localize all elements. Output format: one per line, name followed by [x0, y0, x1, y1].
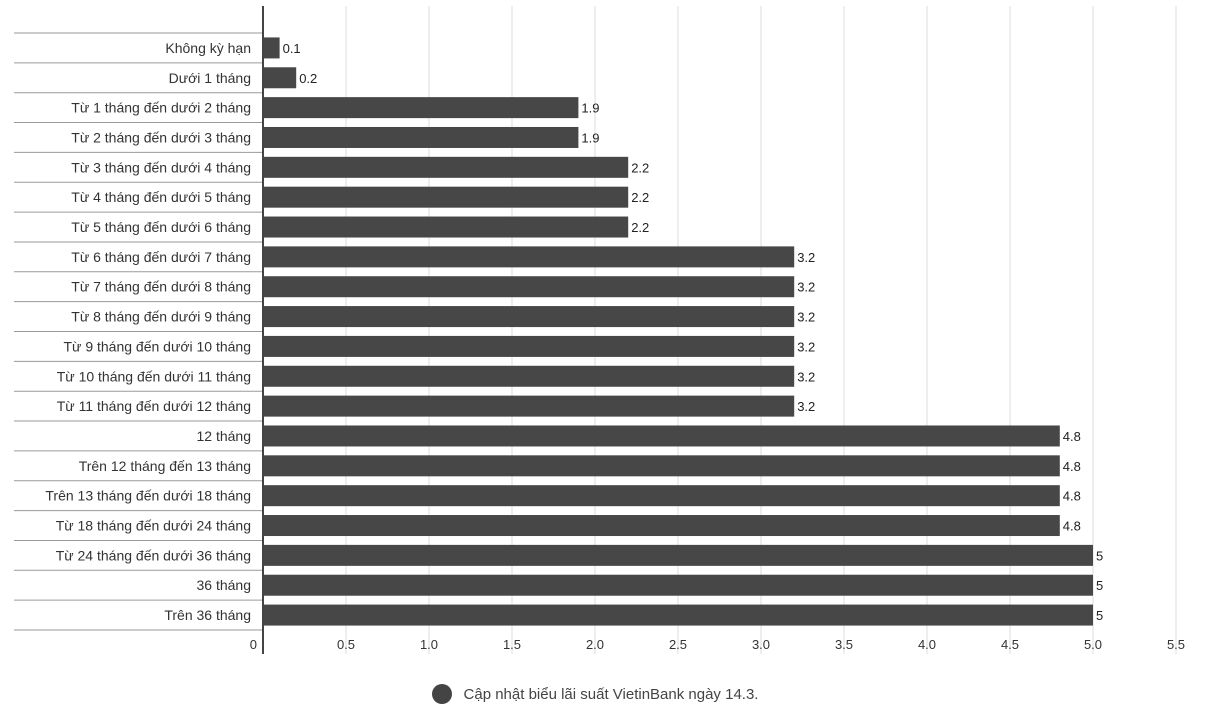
- category-label: Từ 8 tháng đến dưới 9 tháng: [71, 309, 251, 325]
- data-labels: 0.1 0.2 1.9 1.9 2.2 2.2 2.2 3.2 3.2 3.2 3.2 3.2 3.2 4…: [283, 41, 1104, 623]
- category-label: Từ 5 tháng đến dưới 6 tháng: [71, 219, 251, 235]
- legend-label: Cập nhật biểu lãi suất VietinBank ngày 1…: [463, 685, 759, 703]
- data-label: 2.2: [631, 190, 649, 205]
- data-label: 3.2: [797, 250, 815, 265]
- category-label: Từ 2 tháng đến dưới 3 tháng: [71, 129, 251, 145]
- bars: [263, 37, 1093, 626]
- data-label: 4.8: [1063, 459, 1081, 474]
- data-label: 3.2: [797, 280, 815, 295]
- bar: [263, 246, 795, 268]
- category-label: Từ 3 tháng đến dưới 4 tháng: [71, 159, 251, 175]
- bar: [263, 425, 1060, 447]
- x-tick-label: 1.5: [503, 637, 521, 652]
- data-label: 4.8: [1063, 489, 1081, 504]
- x-tick-labels: 0 0.5 1.0 1.5 2.0 2.5 3.0 3.5 4.0 4.5 5.0 5.5: [250, 637, 1185, 652]
- bar: [263, 37, 280, 59]
- bar: [263, 395, 795, 417]
- category-label: Từ 9 tháng đến dưới 10 tháng: [64, 338, 252, 354]
- x-tick-label: 2.5: [669, 637, 687, 652]
- category-label: Từ 6 tháng đến dưới 7 tháng: [71, 249, 251, 265]
- x-tick-label: 4.0: [918, 637, 936, 652]
- category-label: Từ 18 tháng đến dưới 24 tháng: [56, 518, 251, 534]
- category-label: Từ 11 tháng đến dưới 12 tháng: [57, 398, 251, 414]
- x-tick-label: 4.5: [1001, 637, 1019, 652]
- category-label: Trên 13 tháng đến dưới 18 tháng: [45, 488, 251, 504]
- bar: [263, 156, 629, 178]
- bar-chart: Không kỳ hạn Dưới 1 tháng Từ 1 tháng đến d…: [14, 6, 1185, 654]
- bar: [263, 276, 795, 298]
- data-label: 5: [1096, 608, 1103, 623]
- data-label: 1.9: [581, 130, 599, 145]
- data-label: 3.2: [797, 399, 815, 414]
- legend: Cập nhật biểu lãi suất VietinBank ngày 1…: [0, 684, 1190, 704]
- category-label: Từ 7 tháng đến dưới 8 tháng: [71, 279, 251, 295]
- data-label: 2.2: [631, 220, 649, 235]
- data-label: 5: [1096, 548, 1103, 563]
- category-label: 12 tháng: [197, 428, 252, 444]
- x-tick-label: 5.5: [1167, 637, 1185, 652]
- category-label: Dưới 1 tháng: [169, 70, 251, 86]
- bar: [263, 574, 1093, 596]
- data-label: 1.9: [581, 101, 599, 116]
- bar: [263, 515, 1060, 537]
- bar: [263, 485, 1060, 507]
- data-label: 0.2: [299, 71, 317, 86]
- category-label: Trên 36 tháng: [164, 607, 251, 623]
- x-tick-label: 3.0: [752, 637, 770, 652]
- data-label: 3.2: [797, 310, 815, 325]
- bar: [263, 97, 579, 119]
- category-labels: Không kỳ hạn Dưới 1 tháng Từ 1 tháng đến d…: [45, 40, 251, 623]
- bar: [263, 306, 795, 328]
- category-row-lines: [14, 32, 263, 631]
- bar: [263, 365, 795, 387]
- x-tick-label: 5.0: [1084, 637, 1102, 652]
- x-tick-label: 0.5: [337, 637, 355, 652]
- x-tick-label: 3.5: [835, 637, 853, 652]
- x-tick-label: 0: [250, 637, 257, 652]
- data-label: 3.2: [797, 369, 815, 384]
- data-label: 4.8: [1063, 429, 1081, 444]
- data-label: 5: [1096, 578, 1103, 593]
- legend-swatch: [431, 684, 452, 704]
- category-label: 36 tháng: [197, 577, 252, 593]
- category-label: Trên 12 tháng đến 13 tháng: [79, 458, 251, 474]
- bar: [263, 186, 629, 208]
- bar: [263, 67, 297, 89]
- category-label: Từ 1 tháng đến dưới 2 tháng: [71, 100, 251, 116]
- x-tick-label: 2.0: [586, 637, 604, 652]
- category-label: Từ 10 tháng đến dưới 11 tháng: [57, 368, 251, 384]
- bar: [263, 126, 579, 148]
- bar: [263, 216, 629, 238]
- bar: [263, 335, 795, 357]
- category-label: Từ 24 tháng đến dưới 36 tháng: [56, 547, 251, 563]
- bar: [263, 544, 1093, 566]
- data-label: 2.2: [631, 160, 649, 175]
- data-label: 3.2: [797, 339, 815, 354]
- bar: [263, 455, 1060, 477]
- category-label: Không kỳ hạn: [165, 40, 251, 56]
- x-tick-label: 1.0: [420, 637, 438, 652]
- data-label: 4.8: [1063, 519, 1081, 534]
- category-label: Từ 4 tháng đến dưới 5 tháng: [71, 189, 251, 205]
- data-label: 0.1: [283, 41, 301, 56]
- bar: [263, 604, 1093, 626]
